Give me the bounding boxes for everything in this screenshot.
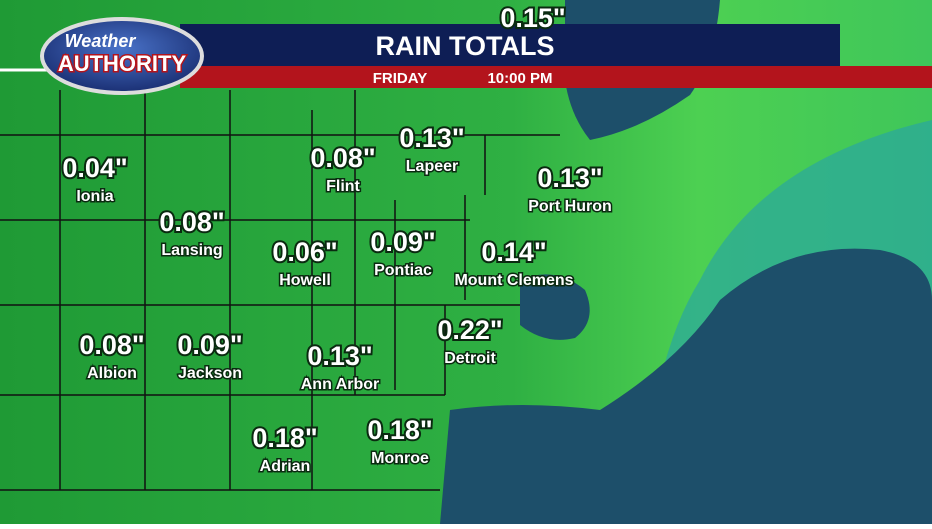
- logo: [40, 17, 204, 95]
- rain-total: 0.13": [307, 341, 372, 371]
- city-name: Detroit: [444, 350, 496, 367]
- day: FRIDAY: [373, 70, 427, 87]
- rain-total: 0.09": [177, 330, 242, 360]
- rain-total: 0.13": [537, 163, 602, 193]
- title-bar: [180, 24, 840, 66]
- rain-total: 0.04": [62, 153, 127, 183]
- city-name: Ann Arbor: [301, 376, 380, 393]
- logo-top: Weather: [65, 31, 137, 51]
- rain-total: 0.18": [367, 415, 432, 445]
- city-name: Mount Clemens: [454, 272, 573, 289]
- logo-bottom: AUTHORITY: [58, 51, 187, 76]
- lake-erie: [440, 248, 932, 525]
- rain-total: 0.06": [272, 237, 337, 267]
- city-name: Lapeer: [406, 158, 458, 175]
- rain-total: 0.14": [481, 237, 546, 267]
- lake-st-clair: [520, 274, 590, 340]
- city-name: Port Huron: [528, 198, 612, 215]
- rain-total: 0.15": [500, 3, 565, 33]
- rain-total: 0.08": [310, 143, 375, 173]
- date-bar: [180, 66, 932, 88]
- city-name: Ionia: [76, 188, 113, 205]
- county-lines: [0, 90, 560, 491]
- time: 10:00 PM: [487, 70, 552, 87]
- city-labels: 0.15" 0.04" Ionia 0.08" Lansing 0.08" Flint 0.1…: [60, 1, 613, 477]
- rain-total: 0.22": [437, 315, 502, 345]
- city-name: Adrian: [260, 458, 311, 475]
- rain-total: 0.13": [399, 123, 464, 153]
- city-name: Flint: [326, 178, 360, 195]
- rain-total: 0.18": [252, 423, 317, 453]
- rain-total: 0.08": [79, 330, 144, 360]
- city-name: Monroe: [371, 450, 429, 467]
- rain-total: 0.08": [159, 207, 224, 237]
- city-name: Jackson: [178, 365, 242, 382]
- city-name: Lansing: [161, 242, 222, 259]
- city-name: Albion: [87, 365, 137, 382]
- city-name: Pontiac: [374, 262, 432, 279]
- city-name: Howell: [279, 272, 331, 289]
- rain-total: 0.09": [370, 227, 435, 257]
- title: RAIN TOTALS: [376, 31, 555, 61]
